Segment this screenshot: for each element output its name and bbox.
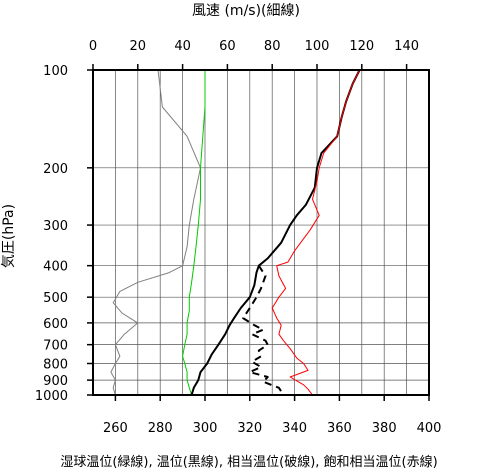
y-tick-label: 400 — [43, 260, 68, 275]
top-tick-label: 120 — [349, 39, 374, 54]
bottom-tick-label: 400 — [417, 421, 442, 436]
top-tick-label: 80 — [264, 39, 281, 54]
bottom-tick-label: 300 — [193, 421, 218, 436]
bottom-tick-label: 360 — [327, 421, 352, 436]
bottom-tick-label: 340 — [282, 421, 307, 436]
y-tick-label: 300 — [43, 219, 68, 234]
series-line-3 — [242, 265, 285, 396]
series-line-0 — [110, 69, 201, 396]
y-tick-label: 1000 — [35, 389, 68, 404]
series-layer — [110, 69, 361, 396]
top-tick-label: 0 — [89, 39, 97, 54]
series-line-4 — [271, 69, 361, 396]
y-tick-label: 500 — [43, 291, 68, 306]
plot-frame — [92, 69, 430, 396]
top-tick-label: 40 — [174, 39, 191, 54]
y-tick-label: 700 — [43, 339, 68, 354]
top-tick-label: 60 — [219, 39, 236, 54]
bottom-tick-label: 320 — [237, 421, 262, 436]
y-tick-label: 900 — [43, 374, 68, 389]
y-tick-label: 600 — [43, 317, 68, 332]
top-axis-title: 風速 (m/s)(細線) — [192, 3, 300, 19]
y-tick-label: 800 — [43, 358, 68, 373]
y-tick-label: 100 — [43, 64, 68, 79]
top-tick-label: 140 — [394, 39, 419, 54]
series-line-2 — [190, 69, 361, 396]
bottom-axis-title: 湿球温位(緑線), 温位(黒線), 相当温位(破線), 飽和相当温位(赤線) — [60, 454, 437, 470]
top-tick-label: 20 — [130, 39, 147, 54]
series-line-1 — [182, 70, 206, 396]
y-axis-title: 気圧(hPa) — [1, 204, 17, 268]
y-tick-label: 200 — [43, 162, 68, 177]
bottom-tick-label: 280 — [148, 421, 173, 436]
top-tick-label: 100 — [305, 39, 330, 54]
tick-layer: 260 280 300 320 340 360 380 400 0 20 40 60 80 100 120 1… — [35, 39, 442, 436]
bottom-tick-label: 260 — [103, 421, 128, 436]
bottom-tick-label: 380 — [372, 421, 397, 436]
